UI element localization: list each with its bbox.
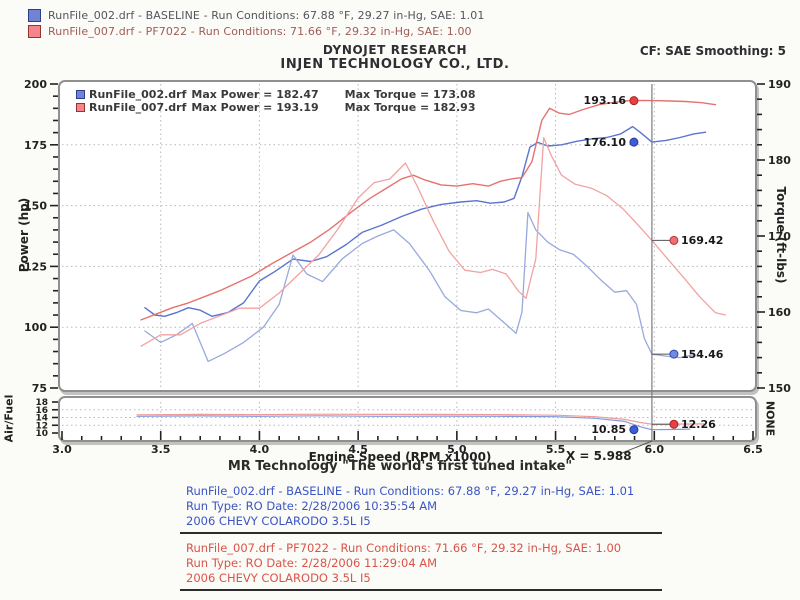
baseline-max-torque: Max Torque = 173.08 — [344, 88, 476, 101]
separator-line-2 — [180, 589, 662, 591]
power-axis-title: Power (hp) — [17, 197, 31, 273]
air-fuel-plot-panel — [58, 396, 757, 442]
baseline-run-details: RunFile_002.drf - BASELINE - Run Conditi… — [186, 484, 634, 529]
baseline-color-swatch — [28, 8, 41, 22]
air-fuel-axis-title: Air/Fuel — [2, 394, 16, 443]
pf7022-max-torque: Max Torque = 182.93 — [344, 101, 476, 114]
af-tick-label: 12 — [35, 421, 48, 431]
torque-axis-title: Torque (ft-lbs) — [774, 186, 788, 284]
baseline-vehicle-line: 2006 CHEVY COLARODO 3.5L I5 — [186, 514, 371, 528]
af-right-none-label: NONE — [763, 400, 777, 437]
pf7022-conditions-line: RunFile_007.drf - PF7022 - Run Condition… — [186, 541, 622, 555]
legend-row-baseline: RunFile_002.drf - BASELINE - Run Conditi… — [28, 7, 484, 23]
cursor-value-torque-pf7022: 169.42 — [681, 234, 724, 247]
pf7022-max-power: Max Power = 193.19 — [191, 101, 319, 114]
af-tick-label: 16 — [35, 406, 48, 416]
torque-tick-label: 180 — [768, 154, 791, 167]
power-tick-label: 100 — [24, 321, 47, 334]
cursor-value-af-baseline: 10.85 — [591, 423, 626, 436]
cursor-value-power-pf7022: 193.16 — [583, 94, 626, 107]
pf7022-file-label: RunFile_007.drf — [89, 101, 187, 114]
max-values-legend: RunFile_002.drf Max Power = 182.47 Max T… — [76, 88, 475, 114]
run-legend: RunFile_002.drf - BASELINE - Run Conditi… — [28, 7, 484, 39]
pf7022-run-details: RunFile_007.drf - PF7022 - Run Condition… — [186, 541, 621, 586]
baseline-conditions-line: RunFile_002.drf - BASELINE - Run Conditi… — [186, 484, 635, 498]
pf7022-runtype-date-line: Run Type: RO Date: 2/28/2006 11:29:04 AM — [186, 556, 438, 570]
power-tick-label: 175 — [24, 139, 47, 152]
max-values-row-baseline: RunFile_002.drf Max Power = 182.47 Max T… — [76, 88, 475, 101]
baseline-mini-swatch — [76, 90, 85, 99]
cursor-value-af-pf7022: 12.26 — [681, 418, 716, 431]
mr-technology-tagline: MR Technology "The world's first tuned i… — [227, 459, 573, 474]
baseline-max-power: Max Power = 182.47 — [191, 88, 319, 101]
cursor-value-torque-baseline: 154.46 — [681, 348, 724, 361]
legend-pf7022-text: RunFile_007.drf - PF7022 - Run Condition… — [48, 24, 472, 38]
pf7022-mini-swatch — [76, 103, 85, 112]
cursor-x-position-label: X = 5.988 — [566, 449, 632, 463]
power-torque-plot-panel — [58, 80, 757, 392]
af-tick-label: 18 — [35, 398, 48, 408]
pf7022-vehicle-line: 2006 CHEVY COLARODO 3.5L I5 — [186, 571, 371, 585]
baseline-file-label: RunFile_002.drf — [89, 88, 187, 101]
baseline-runtype-date-line: Run Type: RO Date: 2/28/2006 10:35:54 AM — [186, 499, 438, 513]
separator-line-1 — [180, 532, 662, 534]
af-tick-label: 10 — [35, 429, 48, 439]
power-tick-label: 200 — [24, 78, 47, 91]
dynojet-title: DYNOJET RESEARCH — [322, 43, 468, 57]
legend-row-pf7022: RunFile_007.drf - PF7022 - Run Condition… — [28, 23, 484, 39]
torque-tick-label: 190 — [768, 78, 791, 91]
power-tick-label: 75 — [32, 382, 47, 395]
correction-smoothing-label: CF: SAE Smoothing: 5 — [639, 44, 786, 58]
legend-baseline-text: RunFile_002.drf - BASELINE - Run Conditi… — [48, 8, 485, 22]
pf7022-color-swatch — [28, 24, 41, 38]
max-values-row-pf7022: RunFile_007.drf Max Power = 193.19 Max T… — [76, 101, 475, 114]
engine-speed-axis-title: Engine Speed (RPM x1000) — [308, 450, 492, 464]
af-tick-label: 14 — [35, 414, 48, 424]
torque-tick-label: 160 — [768, 306, 791, 319]
shop-title: INJEN TECHNOLOGY CO., LTD. — [280, 57, 510, 72]
cursor-value-power-baseline: 176.10 — [583, 136, 626, 149]
